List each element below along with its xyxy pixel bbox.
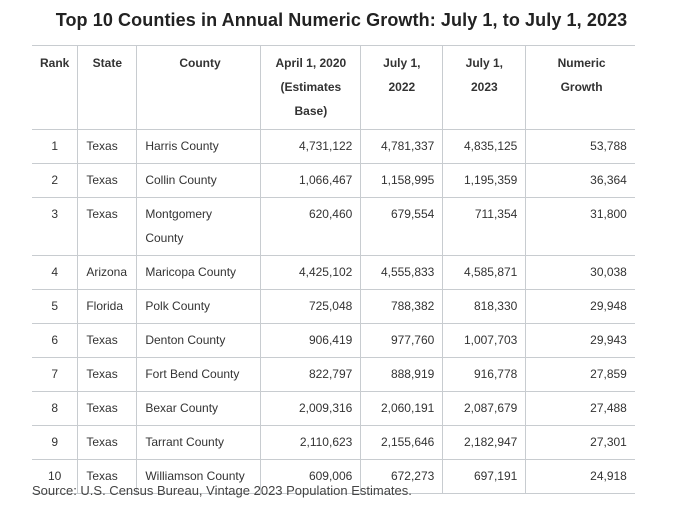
cell-rank: 3	[32, 197, 79, 256]
cell-april-2020: 609,006	[260, 459, 362, 494]
cell-rank: 9	[32, 425, 79, 460]
cell-april-2020: 725,048	[260, 289, 362, 324]
cell-growth: 27,859	[525, 357, 635, 392]
table-row: 2 Texas Collin County 1,066,467 1,158,99…	[32, 163, 635, 198]
cell-county: Polk County	[136, 289, 262, 324]
cell-july-2022: 679,554	[360, 197, 444, 256]
cell-state: Texas	[77, 197, 138, 256]
cell-state: Florida	[77, 289, 138, 324]
cell-rank: 4	[32, 255, 79, 290]
header-july-2022: July 1, 2022	[360, 45, 444, 130]
cell-state: Arizona	[77, 255, 138, 290]
cell-county: Denton County	[136, 323, 262, 358]
cell-growth: 53,788	[525, 129, 635, 164]
cell-july-2022: 977,760	[360, 323, 444, 358]
cell-state: Texas	[77, 323, 138, 358]
cell-july-2023: 916,778	[442, 357, 527, 392]
cell-july-2023: 711,354	[442, 197, 527, 256]
table-row: 9 Texas Tarrant County 2,110,623 2,155,6…	[32, 425, 635, 460]
cell-rank: 1	[32, 129, 79, 164]
cell-growth: 29,943	[525, 323, 635, 358]
cell-county: Montgomery County	[136, 197, 262, 256]
cell-july-2022: 4,781,337	[360, 129, 444, 164]
cell-growth: 29,948	[525, 289, 635, 324]
header-row: Rank State County April 1, 2020 (Estimat…	[32, 45, 635, 130]
table-row: 8 Texas Bexar County 2,009,316 2,060,191…	[32, 391, 635, 426]
table-row: 4 Arizona Maricopa County 4,425,102 4,55…	[32, 255, 635, 290]
cell-july-2023: 4,835,125	[442, 129, 527, 164]
cell-july-2023: 1,195,359	[442, 163, 527, 198]
cell-july-2022: 888,919	[360, 357, 444, 392]
table-row: 5 Florida Polk County 725,048 788,382 81…	[32, 289, 635, 324]
table-row: 6 Texas Denton County 906,419 977,760 1,…	[32, 323, 635, 358]
header-numeric-growth: Numeric Growth	[525, 45, 635, 130]
cell-july-2022: 788,382	[360, 289, 444, 324]
cell-rank: 7	[32, 357, 79, 392]
cell-april-2020: 620,460	[260, 197, 362, 256]
cell-rank: 2	[32, 163, 79, 198]
cell-rank: 10	[32, 459, 79, 494]
cell-state: Texas	[77, 425, 138, 460]
cell-state: Texas	[77, 357, 138, 392]
cell-april-2020: 822,797	[260, 357, 362, 392]
header-july-2023: July 1, 2023	[442, 45, 527, 130]
cell-april-2020: 1,066,467	[260, 163, 362, 198]
cell-july-2022: 672,273	[360, 459, 444, 494]
header-april-2020: April 1, 2020 (Estimates Base)	[260, 45, 362, 130]
cell-growth: 27,301	[525, 425, 635, 460]
cell-july-2022: 4,555,833	[360, 255, 444, 290]
cell-april-2020: 4,731,122	[260, 129, 362, 164]
cell-rank: 5	[32, 289, 79, 324]
cell-july-2022: 1,158,995	[360, 163, 444, 198]
cell-rank: 6	[32, 323, 79, 358]
cell-county: Harris County	[136, 129, 262, 164]
cell-july-2023: 2,182,947	[442, 425, 527, 460]
cell-growth: 27,488	[525, 391, 635, 426]
cell-april-2020: 4,425,102	[260, 255, 362, 290]
cell-growth: 30,038	[525, 255, 635, 290]
cell-growth: 24,918	[525, 459, 635, 494]
cell-county: Bexar County	[136, 391, 262, 426]
table-row: 1 Texas Harris County 4,731,122 4,781,33…	[32, 129, 635, 164]
header-state: State	[77, 45, 138, 130]
cell-july-2022: 2,155,646	[360, 425, 444, 460]
cell-july-2023: 1,007,703	[442, 323, 527, 358]
source-note: Source: U.S. Census Bureau, Vintage 2023…	[32, 483, 412, 498]
cell-july-2023: 2,087,679	[442, 391, 527, 426]
cell-july-2023: 697,191	[442, 459, 527, 494]
cell-july-2022: 2,060,191	[360, 391, 444, 426]
cell-state: Texas	[77, 129, 138, 164]
cell-state: Texas	[77, 391, 138, 426]
cell-april-2020: 2,110,623	[260, 425, 362, 460]
cell-state: Texas	[77, 163, 138, 198]
table-row: 7 Texas Fort Bend County 822,797 888,919…	[32, 357, 635, 392]
header-county: County	[136, 45, 262, 130]
cell-july-2023: 818,330	[442, 289, 527, 324]
cell-july-2023: 4,585,871	[442, 255, 527, 290]
cell-april-2020: 906,419	[260, 323, 362, 358]
cell-growth: 31,800	[525, 197, 635, 256]
cell-county: Tarrant County	[136, 425, 262, 460]
cell-county: Collin County	[136, 163, 262, 198]
county-growth-table: Rank State County April 1, 2020 (Estimat…	[32, 45, 635, 494]
cell-county: Fort Bend County	[136, 357, 262, 392]
table-row: 3 Texas Montgomery County 620,460 679,55…	[32, 197, 635, 256]
table-row: 10 Texas Williamson County 609,006 672,2…	[32, 459, 635, 494]
cell-rank: 8	[32, 391, 79, 426]
cell-county: Maricopa County	[136, 255, 262, 290]
cell-growth: 36,364	[525, 163, 635, 198]
header-rank: Rank	[32, 45, 79, 130]
cell-april-2020: 2,009,316	[260, 391, 362, 426]
table-title: Top 10 Counties in Annual Numeric Growth…	[55, 10, 628, 30]
